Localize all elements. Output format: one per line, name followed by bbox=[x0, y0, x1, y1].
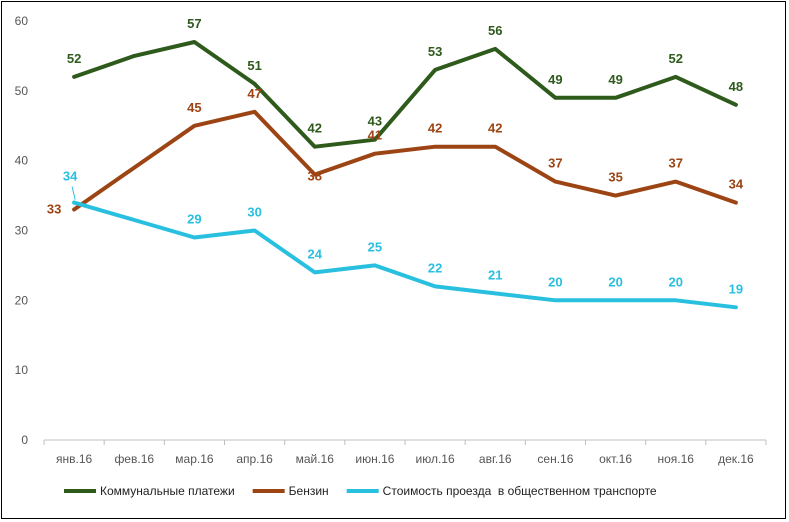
data-label: 56 bbox=[488, 23, 502, 38]
x-tick-label: фев.16 bbox=[114, 452, 154, 466]
legend-label-2: Бензин bbox=[289, 484, 329, 498]
series-line-2 bbox=[72, 109, 738, 212]
data-label: 52 bbox=[67, 51, 81, 66]
data-label: 34 bbox=[63, 169, 78, 184]
series-line-1 bbox=[72, 40, 738, 149]
data-label: 48 bbox=[729, 79, 743, 94]
data-label: 22 bbox=[428, 260, 442, 275]
data-label: 38 bbox=[308, 169, 322, 184]
y-tick-label: 50 bbox=[15, 84, 29, 98]
x-tick-label: окт.16 bbox=[599, 452, 632, 466]
data-label: 19 bbox=[729, 281, 743, 296]
data-label: 20 bbox=[608, 274, 622, 289]
data-label: 20 bbox=[669, 274, 683, 289]
data-label: 49 bbox=[548, 72, 562, 87]
data-label: 45 bbox=[187, 100, 201, 115]
data-label: 33 bbox=[47, 202, 61, 217]
y-tick-label: 20 bbox=[15, 293, 29, 307]
data-label: 34 bbox=[729, 177, 744, 192]
y-tick-label: 10 bbox=[15, 363, 29, 377]
x-tick-label: апр.16 bbox=[236, 452, 273, 466]
x-tick-label: дек.16 bbox=[718, 452, 754, 466]
data-label: 42 bbox=[428, 121, 442, 136]
x-tick-label: июл.16 bbox=[416, 452, 455, 466]
data-label: 37 bbox=[548, 156, 562, 171]
data-label: 49 bbox=[608, 72, 622, 87]
x-tick-label: май.16 bbox=[296, 452, 335, 466]
data-label: 51 bbox=[247, 58, 261, 73]
data-label: 42 bbox=[488, 121, 502, 136]
data-label: 42 bbox=[308, 121, 322, 136]
data-label: 37 bbox=[669, 156, 683, 171]
data-label: 57 bbox=[187, 16, 201, 31]
legend-label-3: Стоимость проезда в общественном транспо… bbox=[383, 484, 657, 498]
series-line-3 bbox=[72, 200, 738, 310]
data-label: 25 bbox=[368, 239, 382, 254]
data-label: 35 bbox=[608, 170, 622, 185]
y-tick-label: 0 bbox=[21, 433, 28, 447]
legend-label-1: Коммунальные платежи bbox=[100, 484, 235, 498]
data-label: 20 bbox=[548, 274, 562, 289]
data-label: 52 bbox=[669, 51, 683, 66]
x-tick-label: янв.16 bbox=[56, 452, 93, 466]
data-label: 29 bbox=[187, 211, 201, 226]
data-label: 43 bbox=[368, 114, 382, 129]
data-label: 47 bbox=[247, 86, 261, 101]
data-label: 53 bbox=[428, 44, 442, 59]
data-label: 24 bbox=[308, 246, 323, 261]
x-tick-label: июн.16 bbox=[355, 452, 394, 466]
x-tick-label: мар.16 bbox=[175, 452, 214, 466]
x-tick-label: авг.16 bbox=[479, 452, 512, 466]
data-label: 41 bbox=[368, 128, 382, 143]
data-label: 30 bbox=[247, 205, 261, 220]
y-tick-label: 40 bbox=[15, 154, 29, 168]
data-label: 21 bbox=[488, 267, 502, 282]
label-leader-line bbox=[71, 186, 76, 200]
x-tick-label: сен.16 bbox=[537, 452, 573, 466]
y-tick-label: 30 bbox=[15, 224, 29, 238]
y-tick-label: 60 bbox=[15, 14, 29, 28]
x-tick-label: ноя.16 bbox=[658, 452, 695, 466]
